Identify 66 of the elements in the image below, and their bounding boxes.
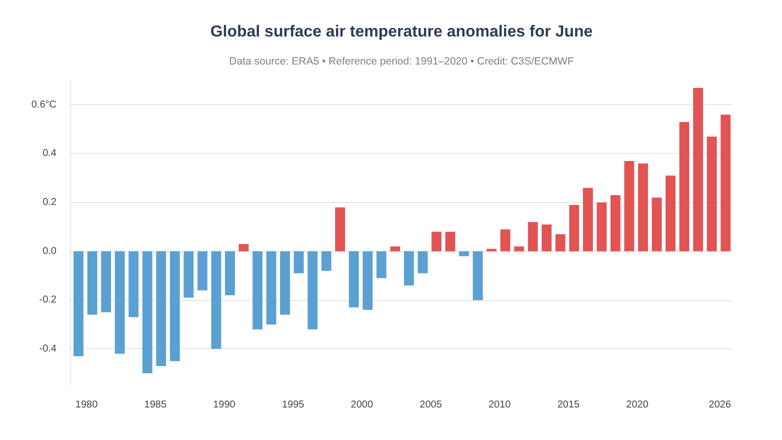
bar [224, 251, 235, 296]
bar [266, 251, 276, 324]
bar [679, 122, 690, 252]
x-tick-label: 2010 [488, 400, 512, 410]
bar [666, 176, 676, 252]
bar [390, 246, 400, 252]
bar [542, 224, 552, 252]
x-tick-label: 1995 [282, 400, 305, 410]
x-tick-label: 2020 [626, 400, 649, 410]
bar [362, 251, 373, 310]
y-tick-label: 0.0 [42, 246, 57, 257]
bar [720, 114, 731, 252]
bar [582, 188, 593, 252]
bar [87, 251, 98, 315]
x-tick-label: 2005 [420, 400, 442, 410]
y-tick-label: 0.6°C [31, 99, 57, 110]
bar [459, 251, 469, 256]
bar [321, 251, 332, 271]
bar [528, 222, 538, 252]
bar [142, 251, 152, 374]
bar [252, 251, 262, 330]
bar [500, 229, 510, 252]
x-tick-label: 1980 [75, 400, 98, 410]
bar [404, 251, 414, 286]
bar [308, 251, 318, 330]
bar [596, 202, 607, 252]
bar [555, 234, 566, 252]
y-tick-label: -0.2 [39, 294, 57, 306]
x-tick-label: 2000 [350, 400, 374, 410]
bar [335, 207, 346, 252]
bar [376, 251, 386, 278]
bar [638, 163, 648, 252]
bar [514, 246, 524, 252]
bar [610, 195, 620, 252]
bar [184, 251, 194, 298]
bar [348, 251, 359, 308]
bar [211, 251, 222, 349]
bar [170, 251, 180, 362]
bar [294, 251, 304, 274]
bar [128, 251, 139, 318]
y-tick-label: 0.2 [42, 197, 57, 208]
bar [280, 251, 290, 315]
bar [74, 251, 84, 356]
x-tick-label: 2015 [557, 400, 580, 410]
bar [472, 251, 483, 300]
x-tick-label: 2026 [708, 400, 732, 410]
bar [114, 251, 125, 354]
bar [418, 251, 428, 274]
bar [693, 88, 704, 252]
bar [238, 244, 249, 252]
bar [569, 204, 580, 252]
bar [445, 232, 456, 252]
bar [706, 136, 717, 252]
x-tick-label: 1990 [213, 400, 236, 410]
bar [101, 251, 112, 312]
bar [432, 232, 442, 252]
bar [486, 248, 497, 252]
chart-title: Global surface air temperature anomalies for June [210, 24, 593, 40]
y-tick-label: 0.4 [42, 148, 57, 160]
bar [652, 198, 662, 252]
bar [624, 161, 634, 252]
chart-subtitle: Data source: ERA5 • Reference period: 1991–2020 • Credit: C3S/ECMWF [229, 56, 574, 68]
bar [156, 251, 166, 366]
bar [197, 251, 208, 290]
y-tick-label: -0.4 [39, 343, 57, 354]
x-tick-label: 1985 [144, 400, 167, 410]
